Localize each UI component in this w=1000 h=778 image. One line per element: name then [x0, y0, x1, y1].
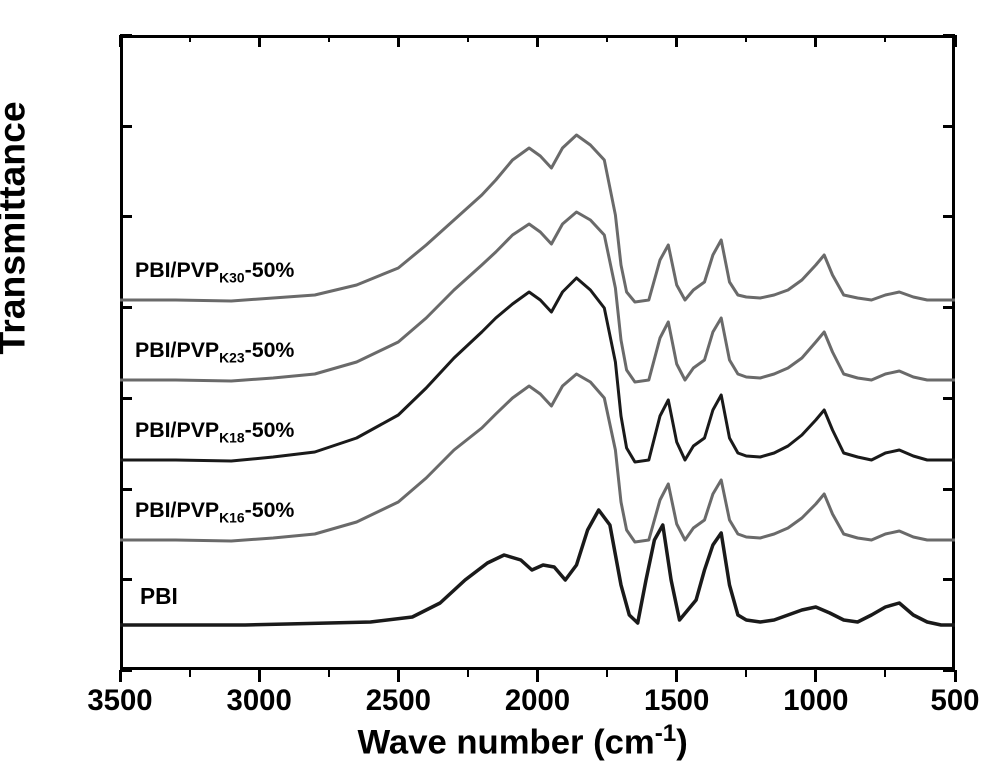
y-tick-mark — [120, 488, 132, 491]
y-tick-mark — [120, 215, 132, 218]
series-label: PBI/PVPK30-50% — [135, 258, 294, 285]
x-axis-label-suffix: ) — [676, 724, 688, 762]
x-tick-label: 1500 — [644, 684, 709, 718]
x-minor-tick-top — [328, 35, 330, 42]
x-tick-label: 3500 — [87, 684, 152, 718]
x-minor-tick-top — [467, 35, 469, 42]
series-label: PBI/PVPK16-50% — [135, 498, 294, 525]
x-minor-tick-top — [606, 35, 608, 42]
x-tick-label: 1000 — [783, 684, 848, 718]
x-tick-mark-top — [258, 35, 261, 47]
x-minor-tick — [884, 670, 886, 677]
x-tick-mark — [675, 670, 678, 682]
y-tick-mark — [120, 397, 132, 400]
x-minor-tick — [606, 670, 608, 677]
x-tick-mark-top — [675, 35, 678, 47]
x-minor-tick-top — [189, 35, 191, 42]
series-label: PBI — [140, 583, 178, 610]
x-tick-mark — [536, 670, 539, 682]
y-tick-mark — [120, 669, 132, 672]
spectra-svg — [0, 0, 1000, 778]
x-tick-label: 3000 — [227, 684, 292, 718]
x-tick-mark-top — [536, 35, 539, 47]
x-minor-tick — [328, 670, 330, 677]
x-tick-label: 2500 — [366, 684, 431, 718]
x-tick-mark-top — [814, 35, 817, 47]
y-tick-mark — [943, 306, 955, 309]
y-tick-mark — [120, 34, 132, 37]
x-tick-label: 500 — [931, 684, 980, 718]
x-minor-tick — [745, 670, 747, 677]
x-axis-label-sup: -1 — [655, 720, 677, 747]
x-tick-label: 2000 — [505, 684, 570, 718]
x-minor-tick-top — [745, 35, 747, 42]
y-tick-mark — [943, 215, 955, 218]
y-tick-mark — [943, 578, 955, 581]
x-axis-label-prefix: Wave number (cm — [358, 724, 655, 762]
x-minor-tick — [189, 670, 191, 677]
y-tick-mark — [120, 306, 132, 309]
x-axis-label: Wave number (cm-1) — [358, 720, 688, 763]
y-tick-mark — [120, 125, 132, 128]
ftir-chart: Transmittance Wave number (cm-1) 3500300… — [0, 0, 1000, 778]
x-tick-mark-top — [397, 35, 400, 47]
y-tick-mark — [943, 397, 955, 400]
y-tick-mark — [120, 578, 132, 581]
spectrum-line — [120, 510, 955, 625]
x-tick-mark — [258, 670, 261, 682]
x-minor-tick — [467, 670, 469, 677]
x-tick-mark — [397, 670, 400, 682]
y-tick-mark — [943, 34, 955, 37]
x-tick-mark — [814, 670, 817, 682]
series-label: PBI/PVPK23-50% — [135, 338, 294, 365]
x-minor-tick-top — [884, 35, 886, 42]
y-tick-mark — [943, 488, 955, 491]
y-tick-mark — [943, 125, 955, 128]
series-label: PBI/PVPK18-50% — [135, 418, 294, 445]
y-tick-mark — [943, 669, 955, 672]
